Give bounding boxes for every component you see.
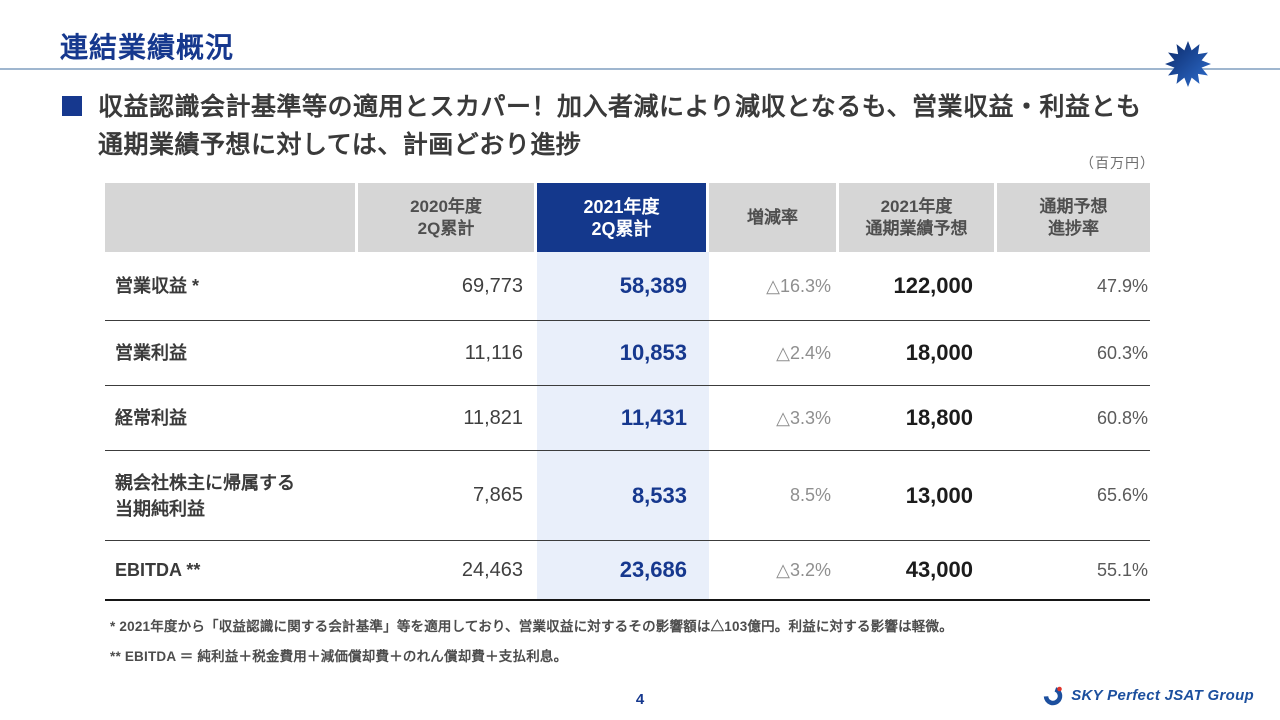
header-blank-cell <box>105 183 358 252</box>
current-value: 8,533 <box>537 451 709 540</box>
key-message: 収益認識会計基準等の適用とスカパー！加入者減により減収となるも、営業収益・利益と… <box>62 88 1222 164</box>
forecast-value: 18,000 <box>905 340 973 365</box>
progress-rate: 60.3% <box>1096 342 1148 363</box>
header-text: 通期予想 <box>1039 196 1108 216</box>
page-title: 連結業績概況 <box>60 32 235 63</box>
table-row-net-profit: 親会社株主に帰属する 当期純利益 7,865 8,533 8.5% 13,000… <box>105 451 1150 541</box>
header-text: 進捗率 <box>1048 218 1099 238</box>
progress-rate: 60.8% <box>1096 407 1148 428</box>
forecast-value: 43,000 <box>905 557 973 582</box>
key-message-line2: 通期業績予想に対しては、計画どおり進捗 <box>98 131 582 159</box>
prior-value: 11,116 <box>464 341 523 364</box>
row-label: 営業利益 <box>115 343 187 363</box>
header-change-rate: 増減率 <box>709 183 839 252</box>
forecast-value: 13,000 <box>905 482 973 508</box>
starburst-icon <box>1165 41 1211 87</box>
row-label: EBITDA ** <box>115 560 201 580</box>
company-logo: SKY Perfect JSAT Group <box>1042 683 1254 707</box>
change-rate: △3.3% <box>776 407 831 428</box>
footnotes: * 2021年度から「収益認識に関する会計基準」等を適用しており、営業収益に対す… <box>110 612 1180 672</box>
header-text: 2021年度 <box>583 196 660 217</box>
header-progress-rate: 通期予想 進捗率 <box>997 183 1150 252</box>
key-message-text: 収益認識会計基準等の適用とスカパー！加入者減により減収となるも、営業収益・利益と… <box>98 88 1142 164</box>
unit-label: （百万円） <box>1080 155 1155 171</box>
current-value: 58,389 <box>537 252 709 320</box>
current-value: 11,431 <box>537 386 709 450</box>
table-row-operating-revenue: 営業収益 * 69,773 58,389 △16.3% 122,000 47.9… <box>105 252 1150 321</box>
change-rate: 8.5% <box>789 485 831 505</box>
prior-value: 24,463 <box>461 558 523 581</box>
row-label-line2: 当期純利益 <box>115 498 205 519</box>
row-label: 営業収益 * <box>115 276 200 296</box>
page-number: 4 <box>635 691 645 708</box>
footnote-2: ** EBITDA ＝ 純利益＋税金費用＋減価償却費＋のれん償却費＋支払利息。 <box>110 649 568 664</box>
forecast-value: 122,000 <box>893 273 973 298</box>
current-value: 23,686 <box>537 541 709 599</box>
prior-value: 7,865 <box>472 484 523 506</box>
table-row-ordinary-profit: 経常利益 11,821 11,431 △3.3% 18,800 60.8% <box>105 386 1150 451</box>
header-text: 増減率 <box>747 207 798 227</box>
forecast-value: 18,800 <box>905 405 973 430</box>
title-divider <box>0 68 1280 70</box>
table-header-row: 2020年度 2Q累計 2021年度 2Q累計 増減率 2021年度 通期業績予… <box>105 183 1150 252</box>
header-text: 通期業績予想 <box>865 218 968 238</box>
key-message-line1: 収益認識会計基準等の適用とスカパー！加入者減により減収となるも、営業収益・利益と… <box>98 93 1142 121</box>
progress-rate: 47.9% <box>1096 275 1148 296</box>
row-label: 経常利益 <box>115 408 187 428</box>
header-fy2021-2q: 2021年度 2Q累計 <box>537 183 709 252</box>
header-text: 2021年度 <box>880 196 953 216</box>
row-label-line1: 親会社株主に帰属する <box>115 472 295 493</box>
change-rate: △16.3% <box>766 275 831 296</box>
footnote-1: * 2021年度から「収益認識に関する会計基準」等を適用しており、営業収益に対す… <box>110 619 953 634</box>
header-text: 2Q累計 <box>417 218 475 238</box>
header-fy2020-2q: 2020年度 2Q累計 <box>358 183 537 252</box>
table-row-ebitda: EBITDA ** 24,463 23,686 △3.2% 43,000 55.… <box>105 541 1150 601</box>
logo-text: SKY Perfect JSAT Group <box>1071 686 1254 704</box>
progress-rate: 65.6% <box>1096 485 1148 505</box>
header-fy2021-forecast: 2021年度 通期業績予想 <box>839 183 997 252</box>
logo-icon <box>1043 686 1063 706</box>
bullet-square-icon <box>62 96 82 116</box>
progress-rate: 55.1% <box>1096 559 1148 580</box>
header-text: 2Q累計 <box>591 218 652 239</box>
change-rate: △2.4% <box>776 342 831 363</box>
change-rate: △3.2% <box>776 559 831 580</box>
current-value: 10,853 <box>537 321 709 385</box>
prior-value: 11,821 <box>463 406 523 429</box>
header-text: 2020年度 <box>410 196 482 216</box>
prior-value: 69,773 <box>461 274 523 297</box>
financial-results-table: 2020年度 2Q累計 2021年度 2Q累計 増減率 2021年度 通期業績予… <box>105 183 1150 601</box>
row-label: 親会社株主に帰属する 当期純利益 <box>105 451 358 540</box>
table-row-operating-profit: 営業利益 11,116 10,853 △2.4% 18,000 60.3% <box>105 321 1150 386</box>
